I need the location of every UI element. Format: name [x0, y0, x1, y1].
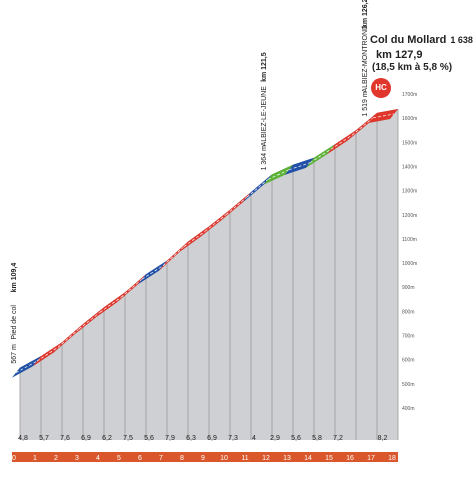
ribbon-dash: [204, 214, 227, 232]
climb-name-text: Col du Mollard: [370, 34, 447, 46]
gradient-label: 4: [252, 435, 256, 442]
gradient-label: 7,2: [333, 435, 343, 442]
y-tick-label: 500m: [402, 382, 415, 388]
summit-altitude: 1 638 m: [450, 35, 474, 45]
gradient-label: 6,9: [207, 435, 217, 442]
x-tick-label: 1: [33, 455, 37, 462]
y-tick-label: 400m: [402, 406, 415, 412]
x-tick-label: 18: [388, 455, 396, 462]
gradient-segment: [159, 241, 188, 271]
gradient-label: 6,2: [102, 435, 112, 442]
gradient-segment: [243, 174, 272, 203]
y-tick-label: 900m: [402, 285, 415, 291]
place-altitude: 567 m: [11, 344, 18, 364]
gradient-segment: [75, 307, 104, 334]
gradient-label: 2,9: [270, 435, 280, 442]
gradient-label: 5,7: [39, 435, 49, 442]
place-annotation: 1 364 m ALBIEZ-LE-JEUNE km 121,5: [261, 52, 268, 170]
ribbon-dash: [288, 162, 311, 171]
ribbon-dash: [225, 196, 248, 215]
gradient-label: 8,2: [378, 435, 388, 442]
ribbon-dash: [309, 148, 332, 164]
y-tick-label: 1200m: [402, 213, 417, 219]
ribbon-dash: [183, 231, 206, 247]
x-tick-label: 16: [346, 455, 354, 462]
x-tick-label: 14: [304, 455, 312, 462]
ribbon-dash: [330, 134, 353, 150]
gradient-label: 4,8: [18, 435, 28, 442]
x-tick-label: 5: [117, 455, 121, 462]
x-tick-label: 11: [241, 455, 248, 462]
gradient-label: 7,6: [60, 435, 70, 442]
gradient-segment: [348, 112, 377, 141]
x-tick-label: 12: [262, 455, 270, 462]
y-tick-label: 1000m: [402, 261, 417, 267]
ribbon-dash: [36, 347, 59, 362]
gradient-label: 5,6: [291, 435, 301, 442]
ribbon-dash: [351, 117, 374, 136]
place-annotation: 1 519 m ALBIEZ-MONTROND km 126,2: [362, 0, 369, 117]
gradient-segment: [222, 192, 251, 220]
place-annotation: 567 m Pied de col km 109,4: [11, 263, 18, 364]
x-tick-label: 10: [220, 455, 228, 462]
climb-stats: (18,5 km à 5,8 %): [372, 62, 453, 73]
gradient-segment: [117, 274, 146, 303]
place-name: ALBIEZ-LE-JEUNE: [261, 86, 268, 147]
y-tick-label: 1500m: [402, 140, 417, 146]
y-tick-label: 1600m: [402, 116, 417, 122]
gradient-segment: [201, 209, 230, 237]
place-km: km 109,4: [11, 263, 18, 293]
y-tick-label: 1400m: [402, 164, 417, 170]
y-tick-label: 600m: [402, 358, 415, 364]
summit-km: km 127,9: [376, 49, 423, 61]
x-tick-label: 7: [159, 455, 163, 462]
gradient-label: 5,6: [144, 435, 154, 442]
gradient-label: 7,9: [165, 435, 175, 442]
y-tick-label: 800m: [402, 309, 415, 315]
x-tick-label: 9: [201, 455, 205, 462]
place-altitude: 1 519 m: [362, 91, 369, 116]
ribbon-dash: [267, 169, 290, 180]
x-tick-label: 2: [54, 455, 58, 462]
place-altitude: 1 364 m: [261, 145, 268, 170]
ribbon-dash: [246, 179, 269, 198]
x-tick-label: 6: [138, 455, 142, 462]
ribbon-dash: [78, 312, 101, 330]
gradient-label: 7,3: [228, 435, 238, 442]
place-name: Pied de col: [11, 305, 18, 340]
gradient-label: 6,3: [186, 435, 196, 442]
gradient-label: 5,8: [312, 435, 322, 442]
x-tick-label: 17: [367, 455, 375, 462]
x-tick-label: 13: [283, 455, 291, 462]
place-name: ALBIEZ-MONTROND: [362, 25, 369, 93]
x-tick-label: 15: [325, 455, 333, 462]
gradient-label: 6,9: [81, 435, 91, 442]
gradient-segment: [54, 323, 83, 353]
y-tick-label: 700m: [402, 334, 415, 340]
gradient-label: 7,5: [123, 435, 133, 442]
y-tick-label: 1100m: [402, 237, 417, 243]
x-tick-label: 0: [12, 455, 16, 462]
y-tick-label: 1700m: [402, 92, 417, 98]
place-km: km 126,2: [362, 0, 369, 28]
ribbon-dash: [99, 297, 122, 313]
y-tick-label: 1300m: [402, 189, 417, 195]
category-badge: HC: [371, 78, 391, 98]
x-tick-label: 3: [75, 455, 79, 462]
ribbon-dash: [372, 113, 395, 119]
x-tick-label: 8: [180, 455, 184, 462]
place-km: km 121,5: [261, 52, 268, 82]
x-tick-label: 4: [96, 455, 100, 462]
ribbon-dash: [141, 265, 164, 280]
km-axis-bar: [12, 452, 398, 462]
ribbon-dash: [15, 360, 38, 373]
